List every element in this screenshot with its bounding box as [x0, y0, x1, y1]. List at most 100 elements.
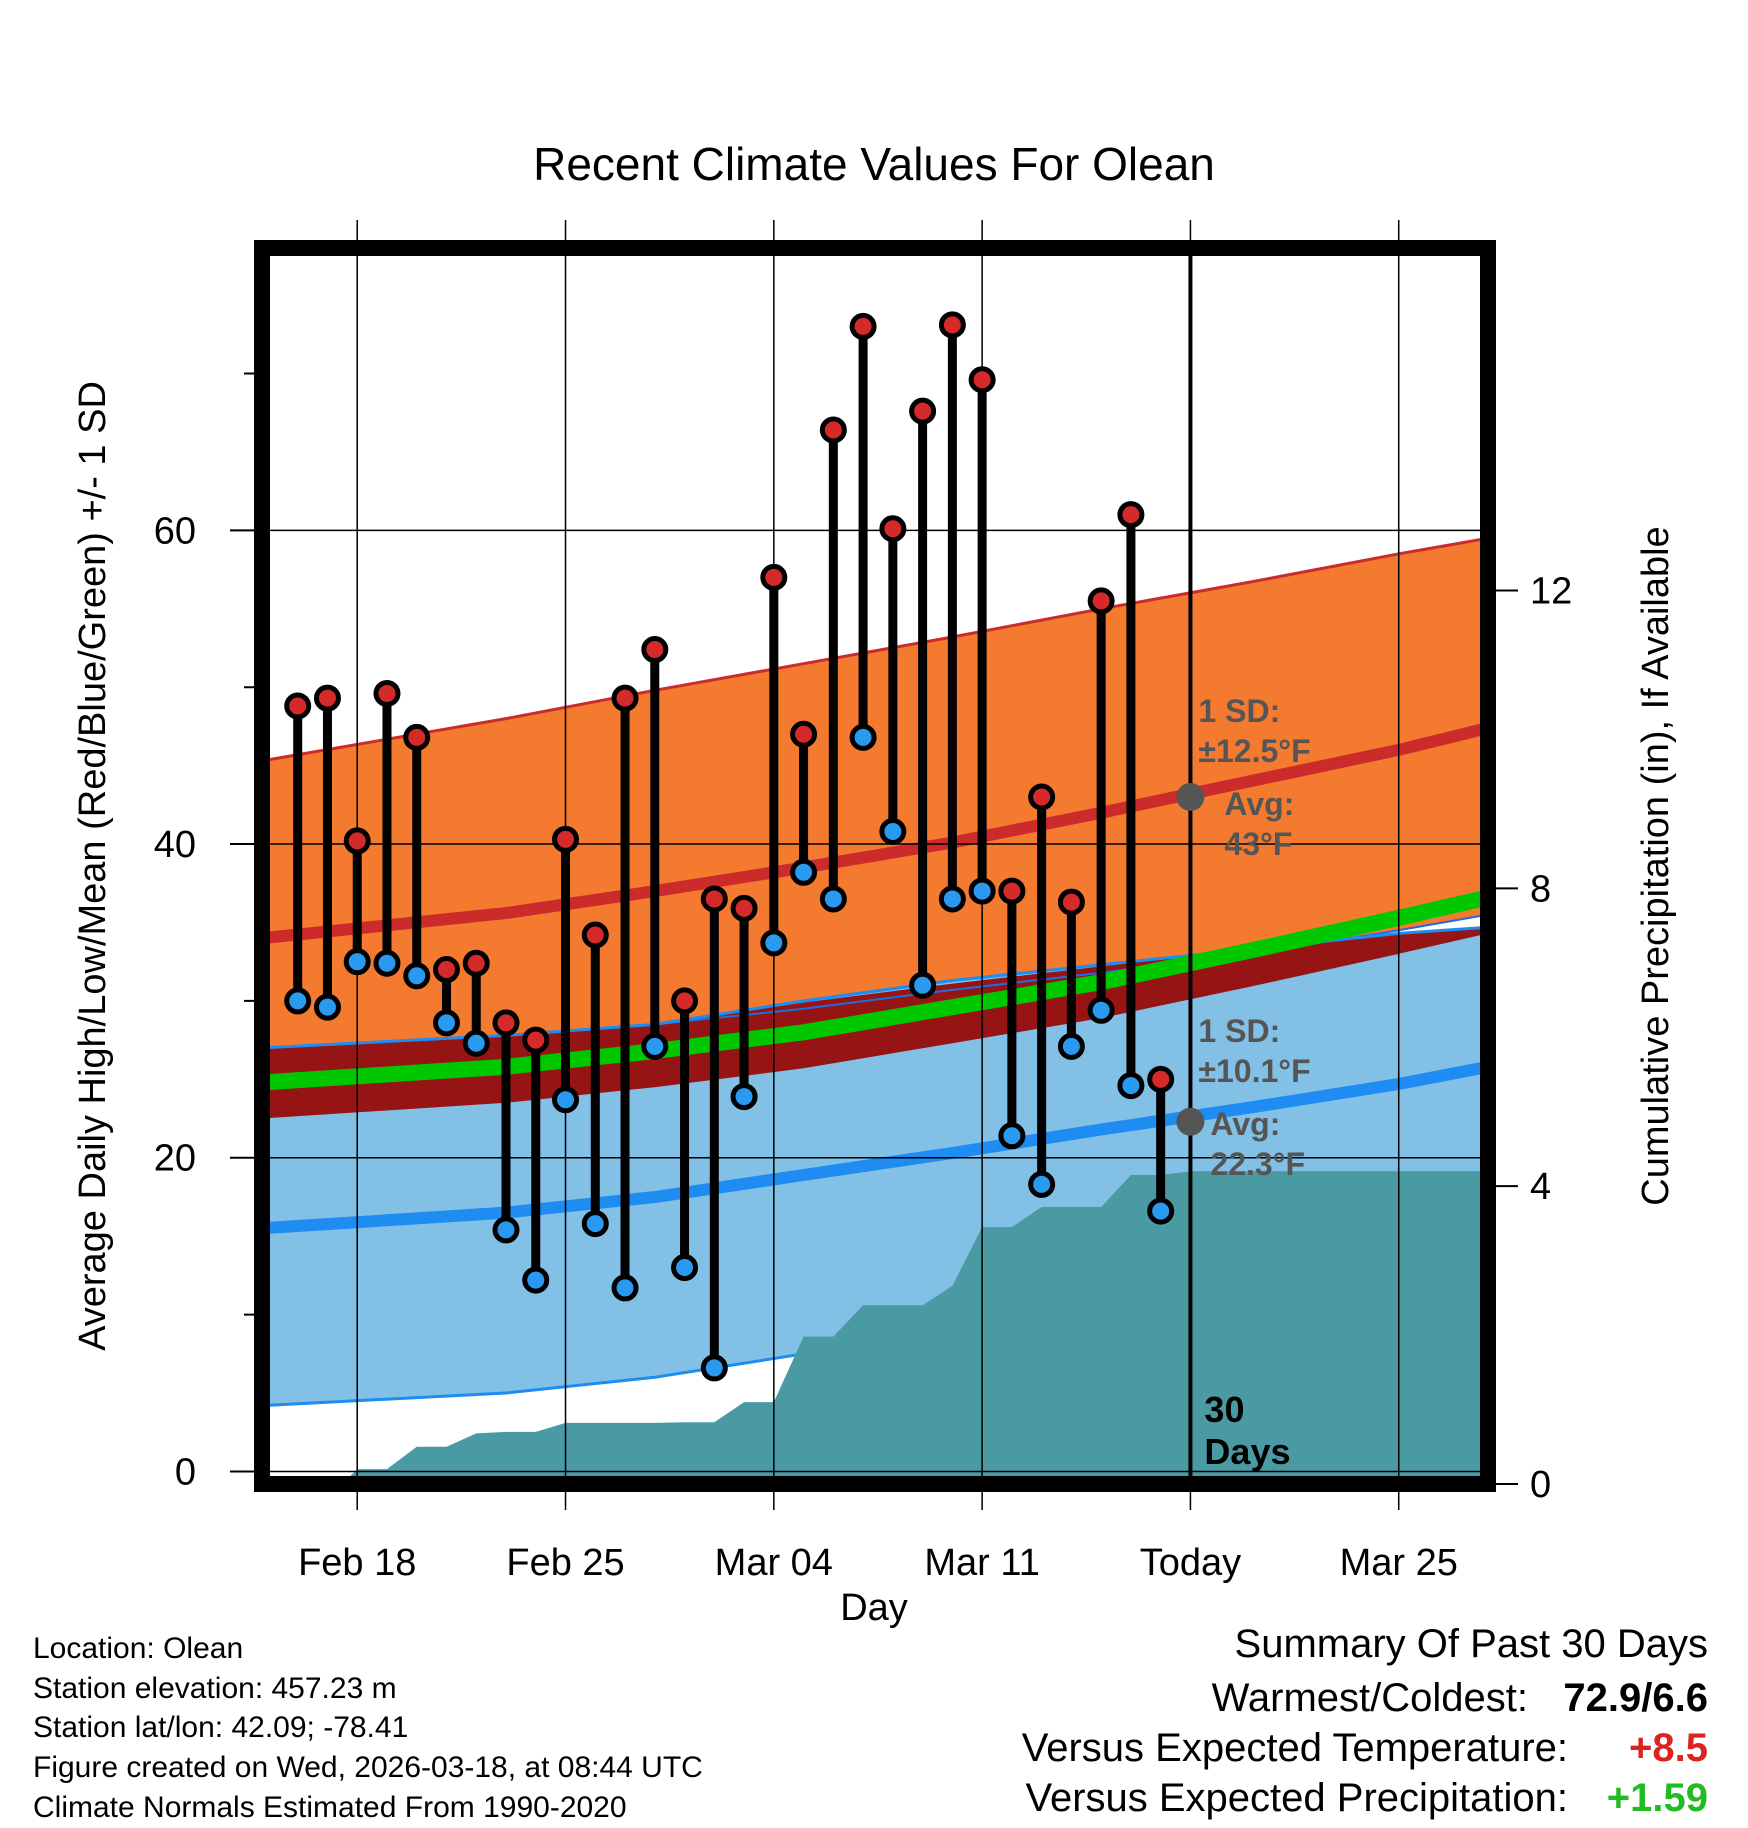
low-point — [819, 885, 847, 913]
high-point — [522, 1026, 550, 1054]
high-avg-marker — [1176, 782, 1205, 811]
y2-tick-label: 4 — [1530, 1166, 1551, 1208]
high-point — [671, 987, 699, 1015]
y-axis-label: Average Daily High/Low/Mean (Red/Blue/Gr… — [72, 381, 114, 1351]
low-point — [1087, 996, 1115, 1024]
low-point — [879, 817, 907, 845]
plot-frame — [254, 240, 1496, 1492]
high-point — [968, 366, 996, 394]
high-point — [1057, 888, 1085, 916]
low-point — [492, 1216, 520, 1244]
high-point — [641, 636, 669, 664]
low-point — [641, 1032, 669, 1060]
normal-low-line — [261, 1060, 1490, 1235]
high-point — [998, 877, 1026, 905]
today-days-label: 30 Days — [1204, 1389, 1290, 1472]
y-tick-label: 20 — [154, 1138, 196, 1180]
low-point — [849, 723, 877, 751]
low-sd-label: 1 SD: — [1198, 1013, 1280, 1049]
y2-tick-label: 0 — [1530, 1464, 1551, 1506]
low-point — [1028, 1170, 1056, 1198]
created-text: Figure created on Wed, 2026-03-18, at 08… — [33, 1751, 703, 1784]
high-point — [1028, 783, 1056, 811]
high-avg-label: Avg: — [1224, 786, 1294, 822]
low-point — [552, 1086, 580, 1114]
high-point — [343, 827, 371, 855]
low-avg-marker — [1176, 1107, 1205, 1136]
y2-tick-label: 8 — [1530, 868, 1551, 910]
low-point — [522, 1266, 550, 1294]
high-point — [611, 684, 639, 712]
x-tick-label: Feb 25 — [506, 1542, 624, 1584]
low-point — [403, 962, 431, 990]
x-tick-label: Feb 18 — [298, 1542, 416, 1584]
x-axis-label: Day — [840, 1587, 908, 1628]
low-point — [671, 1254, 699, 1282]
low-point — [373, 949, 401, 977]
high-point — [552, 825, 580, 853]
high-point — [492, 1009, 520, 1037]
climate-chart: Recent Climate Values For Olean 30 Days 1… — [72, 138, 1677, 1628]
high-point — [938, 311, 966, 339]
high-point — [1087, 587, 1115, 615]
x-tick-label: Today — [1140, 1542, 1241, 1584]
low-point — [1117, 1072, 1145, 1100]
warm-cold-label: Warmest/Coldest: — [1211, 1676, 1528, 1720]
low-point — [1057, 1032, 1085, 1060]
high-point — [909, 397, 937, 425]
high-point — [819, 416, 847, 444]
low-point — [790, 858, 818, 886]
y-tick-label: 60 — [154, 510, 196, 552]
low-sd-value: ±10.1°F — [1198, 1053, 1310, 1089]
normal-mean-line — [261, 889, 1490, 1091]
high-point — [581, 921, 609, 949]
low-point — [1147, 1197, 1175, 1225]
low-avg-value: 22.3°F — [1210, 1146, 1305, 1182]
high-point — [790, 720, 818, 748]
summary-temp: Versus Expected Temperature: +8.5 — [1022, 1728, 1708, 1768]
high-point — [373, 679, 401, 707]
high-point — [700, 885, 728, 913]
high-point — [403, 723, 431, 751]
low-point — [313, 993, 341, 1021]
x-tick-label: Mar 04 — [715, 1542, 833, 1584]
low-avg-label: Avg: — [1210, 1106, 1280, 1142]
high-avg-value: 43°F — [1224, 826, 1292, 862]
low-point — [581, 1210, 609, 1238]
high-point — [432, 956, 460, 984]
y2-axis-label: Cumulative Precipitation (in), If Availa… — [1635, 526, 1677, 1205]
temp-value: +8.5 — [1629, 1726, 1708, 1770]
high-point — [1117, 501, 1145, 529]
low-point — [968, 877, 996, 905]
temp-label: Versus Expected Temperature: — [1021, 1726, 1568, 1770]
summary-warm-cold: Warmest/Coldest: 72.9/6.6 — [1212, 1678, 1708, 1718]
high-sd-label: 1 SD: — [1198, 693, 1280, 729]
x-tick-label: Mar 25 — [1340, 1542, 1458, 1584]
y-tick-label: 40 — [154, 824, 196, 866]
normals-text: Climate Normals Estimated From 1990-2020 — [33, 1791, 627, 1824]
location-text: Location: Olean — [33, 1632, 244, 1665]
latlon-text: Station lat/lon: 42.09; -78.41 — [33, 1711, 409, 1744]
low-point — [343, 948, 371, 976]
chart-title: Recent Climate Values For Olean — [533, 138, 1215, 190]
high-point — [284, 692, 312, 720]
y-tick-label: 0 — [175, 1451, 196, 1493]
high-point — [730, 894, 758, 922]
low-point — [611, 1274, 639, 1302]
high-point — [879, 515, 907, 543]
summary-title: Summary Of Past 30 Days — [1234, 1622, 1708, 1666]
low-point — [909, 971, 937, 999]
high-point — [849, 312, 877, 340]
low-point — [432, 1009, 460, 1037]
precip-label: Versus Expected Precipitation: — [1025, 1776, 1568, 1820]
precip-area — [262, 1171, 1488, 1484]
high-sd-value: ±12.5°F — [1198, 733, 1310, 769]
low-upper-line — [261, 925, 1489, 1050]
high-point — [313, 684, 341, 712]
high-point — [1147, 1065, 1175, 1093]
low-point — [760, 929, 788, 957]
low-point — [938, 885, 966, 913]
high-point — [760, 563, 788, 591]
precip-value: +1.59 — [1606, 1776, 1708, 1820]
low-point — [284, 987, 312, 1015]
